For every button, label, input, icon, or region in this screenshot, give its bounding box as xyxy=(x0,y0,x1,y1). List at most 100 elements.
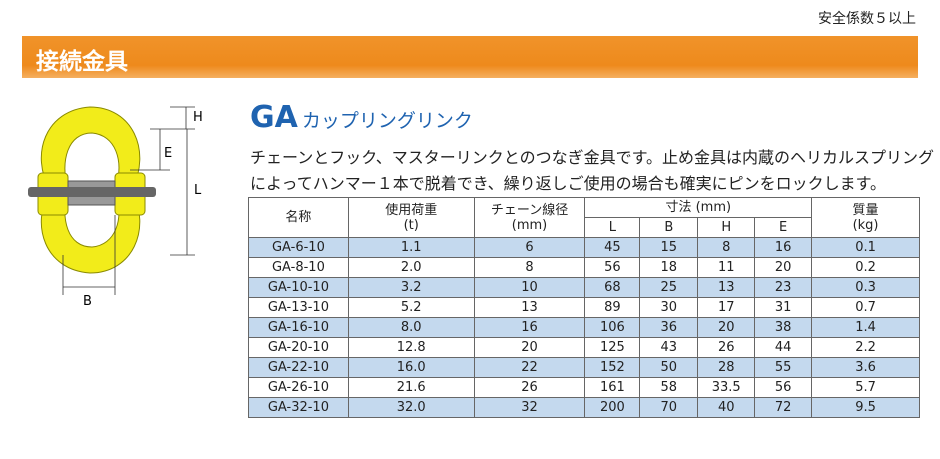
table-cell: 15 xyxy=(639,237,699,258)
table-cell: 8 xyxy=(473,257,586,278)
header-cell: チェーン線径 (mm) xyxy=(473,197,586,238)
table-cell: 9.5 xyxy=(811,397,920,418)
table-cell: 43 xyxy=(639,337,699,358)
table-cell: GA-22-10 xyxy=(248,357,349,378)
table-cell: 13 xyxy=(473,297,586,318)
table-cell: 26 xyxy=(697,337,756,358)
header-cell: 名称 xyxy=(248,197,349,238)
table-row: GA-32-10 32.0 32 200 70 40 72 9.5 xyxy=(248,397,920,418)
table-cell: 125 xyxy=(584,337,641,358)
table-cell: 25 xyxy=(639,277,699,298)
table-cell: 11 xyxy=(697,257,756,278)
table-cell: 20 xyxy=(473,337,586,358)
table-cell: 0.2 xyxy=(811,257,920,278)
table-cell: 36 xyxy=(639,317,699,338)
table-cell: 3.6 xyxy=(811,357,920,378)
table-row: GA-20-10 12.8 20 125 43 26 44 2.2 xyxy=(248,337,920,358)
header-unit: (mm) xyxy=(511,217,548,233)
table-cell: 70 xyxy=(639,397,699,418)
table-cell: 20 xyxy=(697,317,756,338)
label-l: L xyxy=(194,183,202,198)
table-cell: 68 xyxy=(584,277,641,298)
table-row: GA-8-10 2.0 8 56 18 11 20 0.2 xyxy=(248,257,920,278)
description: チェーンとフック、マスターリンクとのつなぎ金具です。止め金具は内蔵のヘリカルスプ… xyxy=(250,148,935,167)
table-cell: 1.4 xyxy=(811,317,920,338)
table-cell: 55 xyxy=(754,357,813,378)
table-cell: 18 xyxy=(639,257,699,278)
table-cell: 58 xyxy=(639,377,699,398)
product-name: カップリングリンク xyxy=(301,110,473,132)
header-text: 使用荷重 xyxy=(385,202,438,218)
label-b: B xyxy=(83,294,92,309)
header-cell: 寸法 (mm) xyxy=(584,197,813,218)
product-title: GA カップリングリンク xyxy=(250,100,473,135)
label-e: E xyxy=(164,146,172,161)
table-cell: 28 xyxy=(697,357,756,378)
table-cell: 72 xyxy=(754,397,813,418)
diagram: H E L B xyxy=(28,106,203,309)
table-cell: 89 xyxy=(584,297,641,318)
table-cell: GA-16-10 xyxy=(248,317,349,338)
table-cell: GA-10-10 xyxy=(248,277,349,298)
table-cell: 6 xyxy=(473,237,586,258)
table-row: GA-26-10 21.6 26 161 58 33.5 56 5.7 xyxy=(248,377,920,398)
table-cell: 32.0 xyxy=(347,397,475,418)
table-row: GA-13-10 5.2 13 89 30 17 31 0.7 xyxy=(248,297,920,318)
table-cell: 3.2 xyxy=(347,277,475,298)
table-cell: GA-26-10 xyxy=(248,377,349,398)
header-cell: H xyxy=(697,217,756,238)
table-cell: 0.7 xyxy=(811,297,920,318)
table-row: GA-22-10 16.0 22 152 50 28 55 3.6 xyxy=(248,357,920,378)
table-cell: 32 xyxy=(473,397,586,418)
table-cell: 8.0 xyxy=(347,317,475,338)
table-cell: 152 xyxy=(584,357,641,378)
table-row: GA-6-10 1.1 6 45 15 8 16 0.1 xyxy=(248,237,920,258)
table-cell: 1.1 xyxy=(347,237,475,258)
table-cell: 31 xyxy=(754,297,813,318)
table-cell: 16 xyxy=(754,237,813,258)
note: 安全係数５以上 xyxy=(818,11,916,27)
table-cell: 21.6 xyxy=(347,377,475,398)
header-cell: E xyxy=(754,217,813,238)
table-cell: 5.7 xyxy=(811,377,920,398)
table-cell: 2.0 xyxy=(347,257,475,278)
table-cell: 33.5 xyxy=(697,377,756,398)
table-cell: 0.3 xyxy=(811,277,920,298)
table-cell: 12.8 xyxy=(347,337,475,358)
table-cell: GA-8-10 xyxy=(248,257,349,278)
table-cell: 0.1 xyxy=(811,237,920,258)
table-cell: GA-20-10 xyxy=(248,337,349,358)
table-cell: GA-13-10 xyxy=(248,297,349,318)
table-cell: 5.2 xyxy=(347,297,475,318)
table-cell: GA-6-10 xyxy=(248,237,349,258)
table-row: GA-16-10 8.0 16 106 36 20 38 1.4 xyxy=(248,317,920,338)
label-h: H xyxy=(193,110,203,125)
section-title: 接続金具 xyxy=(36,49,128,75)
table-cell: 16 xyxy=(473,317,586,338)
table-cell: 56 xyxy=(754,377,813,398)
table-cell: GA-32-10 xyxy=(248,397,349,418)
table-cell: 26 xyxy=(473,377,586,398)
header-text: チェーン線径 xyxy=(490,202,569,218)
table-cell: 20 xyxy=(754,257,813,278)
table-row: GA-10-10 3.2 10 68 25 13 23 0.3 xyxy=(248,277,920,298)
section-banner: 接続金具 xyxy=(22,36,918,78)
description: によってハンマー１本で脱着でき、繰り返しご使用の場合も確実にピンをロックします。 xyxy=(250,174,887,193)
table-cell: 38 xyxy=(754,317,813,338)
table-cell: 10 xyxy=(473,277,586,298)
table-cell: 56 xyxy=(584,257,641,278)
table-cell: 40 xyxy=(697,397,756,418)
table-cell: 13 xyxy=(697,277,756,298)
table-cell: 106 xyxy=(584,317,641,338)
table-cell: 23 xyxy=(754,277,813,298)
table-cell: 161 xyxy=(584,377,641,398)
table-cell: 44 xyxy=(754,337,813,358)
table-cell: 50 xyxy=(639,357,699,378)
table-cell: 45 xyxy=(584,237,641,258)
table-cell: 2.2 xyxy=(811,337,920,358)
header-cell: 質量 (kg) xyxy=(811,197,920,238)
header-unit: (kg) xyxy=(852,217,879,233)
table-cell: 16.0 xyxy=(347,357,475,378)
